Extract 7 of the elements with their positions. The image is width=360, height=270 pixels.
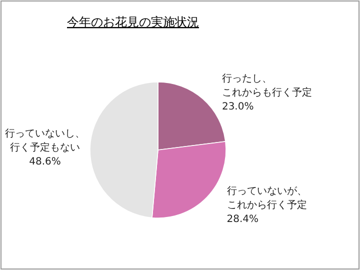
slice-label: 行っていないし、行く予定もない xyxy=(5,128,85,154)
data-label: 28.4% xyxy=(226,214,259,226)
slice-label: 行っていないが、これから行く予定 xyxy=(226,186,307,212)
chart-title: 今年のお花見の実施状況 xyxy=(67,15,199,29)
slice-label: 行ったし、これからも行く予定 xyxy=(222,73,312,98)
data-label: 23.0% xyxy=(222,101,254,112)
data-label: 48.6% xyxy=(29,156,61,168)
